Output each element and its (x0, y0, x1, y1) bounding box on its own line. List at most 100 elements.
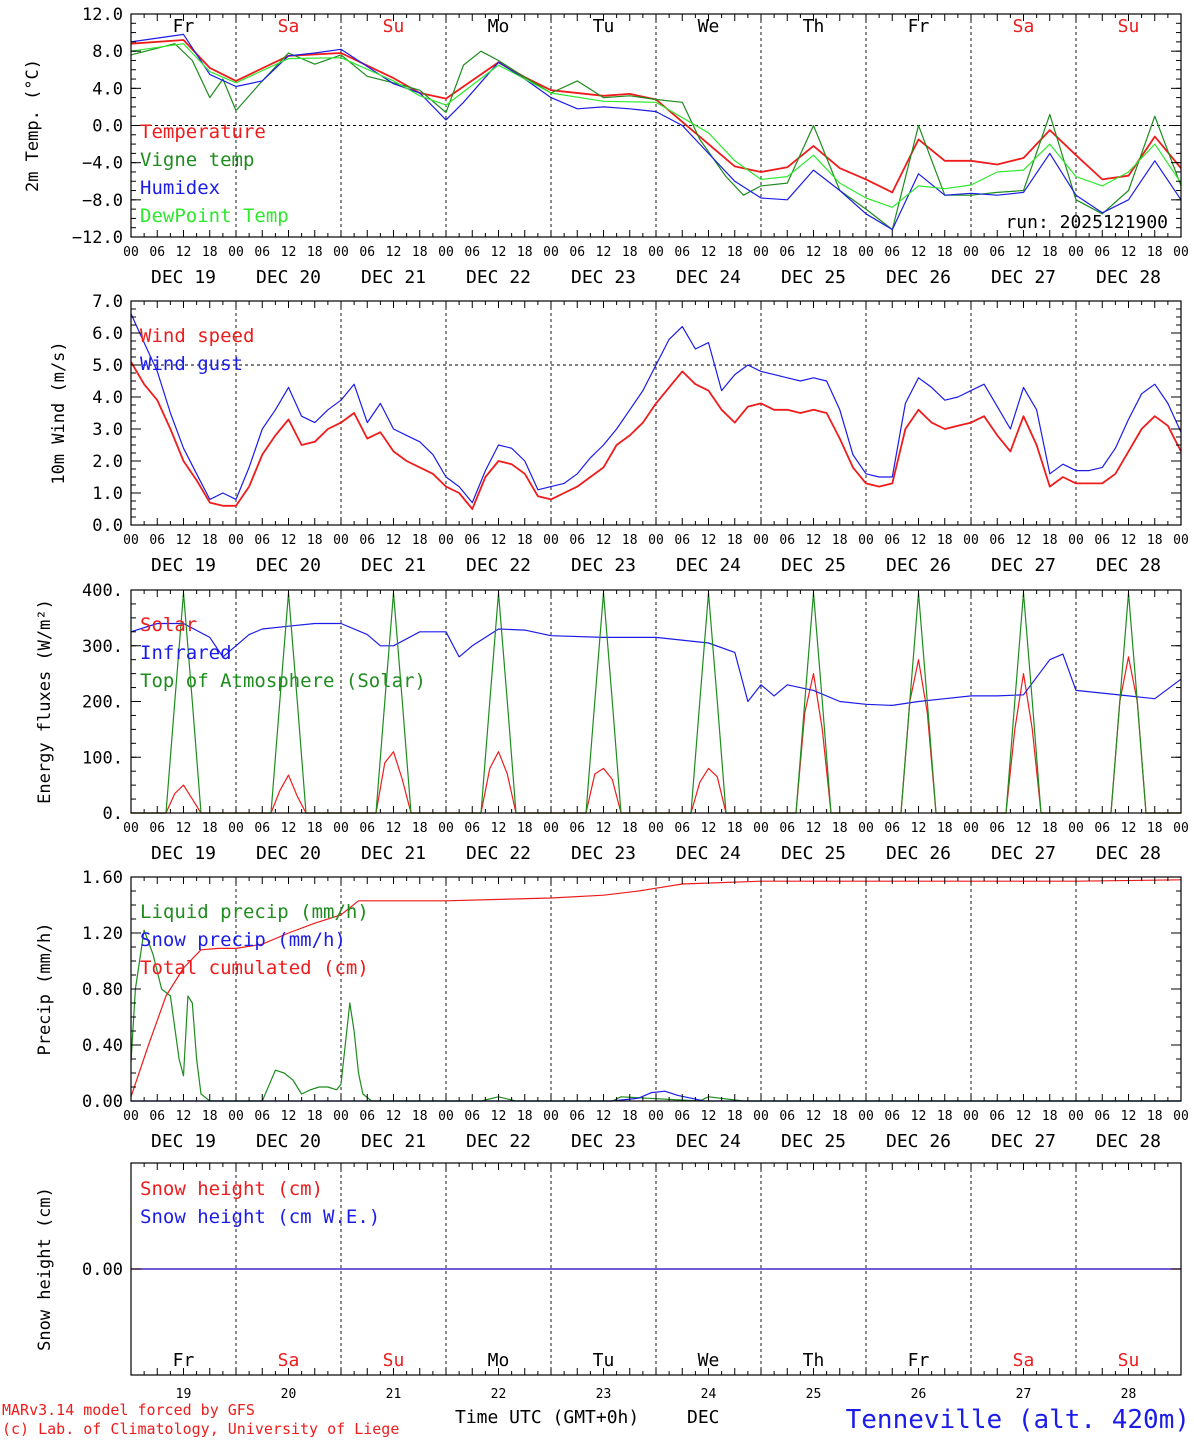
hour-tick-label: 18 (1042, 1109, 1058, 1124)
hour-tick-label: 00 (648, 533, 664, 548)
hour-tick-label: 12 (386, 821, 402, 836)
hour-tick-label: 06 (149, 245, 165, 260)
hour-tick-label: 12 (491, 245, 507, 260)
y-tick-label: −4.0 (82, 154, 123, 174)
hour-tick-label: 06 (1094, 533, 1110, 548)
date-label: DEC 23 (571, 843, 636, 864)
weekday-label: Su (383, 1350, 405, 1371)
run-label: run: 2025121900 (1005, 212, 1168, 233)
footer-credit: (c) Lab. of Climatology, University of L… (2, 1420, 399, 1438)
hour-tick-label: 06 (779, 1109, 795, 1124)
hour-tick-label: 12 (281, 245, 297, 260)
hour-tick-label: 12 (806, 821, 822, 836)
date-label: DEC 22 (466, 843, 531, 864)
day-number-label: 26 (911, 1387, 927, 1402)
hour-tick-label: 00 (438, 533, 454, 548)
panel-temp: 12.0 8.0 4.0 0.0 −4.0 −8.0 −12.0 2m Temp. (°C) T… (23, 5, 1189, 288)
weekday-label: Fr (173, 1350, 195, 1371)
hour-tick-label: 00 (1173, 1109, 1189, 1124)
weekday-label: Tu (593, 16, 615, 37)
day-number-label: 19 (176, 1387, 192, 1402)
hour-tick-label: 00 (858, 1109, 874, 1124)
series-line-dewpoint-temp (130, 43, 1182, 208)
hour-tick-label: 12 (596, 1109, 612, 1124)
hour-tick-label: 18 (307, 821, 323, 836)
hour-tick-label: 12 (596, 821, 612, 836)
hour-tick-label: 00 (753, 245, 769, 260)
legend-vigne-temp: Vigne temp (140, 149, 254, 171)
legend-temperature: Temperature (140, 121, 266, 143)
hour-tick-label: 06 (1094, 1109, 1110, 1124)
day-number-label: 21 (386, 1387, 402, 1402)
y-tick-label: 1.0 (92, 484, 123, 504)
hour-tick-label: 12 (491, 1109, 507, 1124)
y-tick-label: 4.0 (92, 79, 123, 99)
hour-tick-label: 12 (806, 533, 822, 548)
hour-tick-label: 00 (648, 1109, 664, 1124)
hour-tick-label: 12 (176, 245, 192, 260)
day-number-label: 23 (596, 1387, 612, 1402)
hour-tick-label: 18 (1147, 821, 1163, 836)
hour-tick-label: 00 (333, 533, 349, 548)
hour-tick-label: 12 (281, 1109, 297, 1124)
hour-tick-label: 18 (727, 533, 743, 548)
date-label: DEC 28 (1096, 843, 1161, 864)
hour-tick-label: 12 (491, 533, 507, 548)
weekday-label: Mo (488, 1350, 510, 1371)
hour-tick-label: 06 (254, 245, 270, 260)
hour-tick-label: 18 (832, 533, 848, 548)
weekday-label: We (698, 1350, 720, 1371)
hour-tick-label: 06 (884, 245, 900, 260)
y-axis-title: 10m Wind (m/s) (49, 341, 69, 484)
hour-tick-label: 12 (1016, 1109, 1032, 1124)
hour-tick-label: 18 (727, 245, 743, 260)
hour-tick-label: 12 (1121, 533, 1137, 548)
y-axis-title: Snow height (cm) (35, 1187, 55, 1351)
weekday-label: Mo (488, 16, 510, 37)
date-label: DEC 25 (781, 843, 846, 864)
hour-tick-label: 12 (1121, 821, 1137, 836)
hour-tick-label: 18 (937, 533, 953, 548)
hour-tick-label: 12 (386, 245, 402, 260)
y-tick-label: 0.0 (92, 117, 123, 137)
date-label: DEC 20 (256, 1131, 321, 1152)
legend-wind-speed: Wind speed (140, 325, 254, 347)
x-axis-month: DEC (687, 1407, 720, 1428)
y-tick-label: −8.0 (82, 191, 123, 211)
y-tick-label: 6.0 (92, 324, 123, 344)
hour-tick-label: 06 (359, 1109, 375, 1124)
hour-tick-label: 18 (832, 245, 848, 260)
hour-tick-label: 18 (1042, 533, 1058, 548)
legend-solar: Solar (140, 614, 197, 636)
date-label: DEC 24 (676, 267, 741, 288)
hour-tick-label: 18 (202, 245, 218, 260)
y-tick-label: 0.40 (82, 1036, 123, 1056)
day-number-label: 28 (1121, 1387, 1137, 1402)
date-label: DEC 21 (361, 1131, 426, 1152)
hour-tick-label: 06 (359, 821, 375, 836)
hour-tick-label: 18 (937, 1109, 953, 1124)
legend-wind-gust: Wind gust (140, 353, 243, 375)
date-label: DEC 27 (991, 267, 1056, 288)
hour-tick-label: 18 (412, 821, 428, 836)
hour-tick-label: 06 (569, 821, 585, 836)
hour-tick-label: 00 (333, 821, 349, 836)
y-tick-label: 7.0 (92, 292, 123, 312)
date-label: DEC 19 (151, 1131, 216, 1152)
hour-tick-label: 00 (1068, 533, 1084, 548)
y-tick-label: 0.0 (92, 516, 123, 536)
date-label: DEC 27 (991, 555, 1056, 576)
panel-snow: 0.00 Snow height (cm) Snow height (cm) Snow… (35, 1162, 1182, 1402)
weekday-label: Sa (278, 16, 300, 37)
weekday-label: Tu (593, 1350, 615, 1371)
y-tick-label: 1.20 (82, 924, 123, 944)
date-label: DEC 19 (151, 843, 216, 864)
date-label: DEC 25 (781, 1131, 846, 1152)
legend-liquid-precip-mm-h: Liquid precip (mm/h) (140, 901, 369, 923)
plot-frame (130, 300, 1182, 526)
hour-tick-label: 18 (412, 1109, 428, 1124)
weekday-label: Su (383, 16, 405, 37)
hour-tick-label: 00 (753, 533, 769, 548)
date-label: DEC 24 (676, 1131, 741, 1152)
date-label: DEC 20 (256, 843, 321, 864)
